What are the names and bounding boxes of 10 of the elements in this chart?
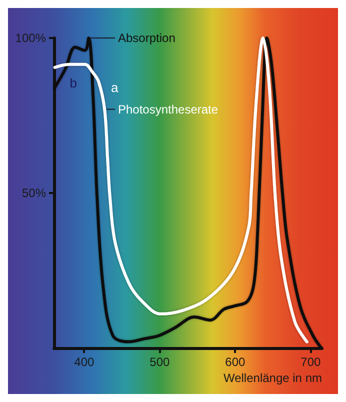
x-tick-label: 700 (300, 355, 322, 369)
x-tick-label: 600 (225, 355, 246, 369)
x-tick-label: 500 (150, 355, 170, 369)
y-tick-label: 50% (22, 186, 46, 200)
annotation: b (70, 76, 77, 90)
x-tick-label: 400 (74, 355, 95, 369)
y-tick-label: 100% (15, 31, 46, 45)
text: Absorption (118, 31, 176, 45)
annotation: a (110, 80, 119, 95)
x-axis-title: Wellenlänge in nm (223, 371, 322, 385)
